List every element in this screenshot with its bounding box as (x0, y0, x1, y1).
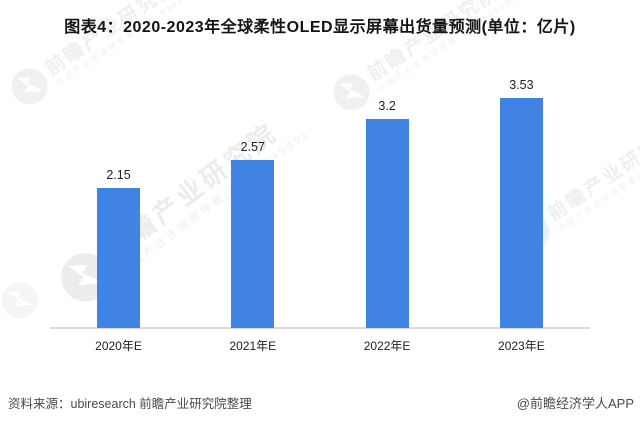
chart-title: 图表4：2020-2023年全球柔性OLED显示屏幕出货量预测(单位：亿片) (64, 19, 576, 36)
x-axis-label: 2021年E (229, 339, 277, 353)
x-axis-label: 2023年E (498, 339, 545, 353)
x-axis-line (50, 327, 590, 329)
bar-2021年E (231, 160, 275, 328)
bar-value-label: 3.53 (509, 78, 534, 92)
bar-2023年E (499, 98, 543, 328)
x-axis-label: 2020年E (95, 339, 142, 353)
bar-value-label: 3.2 (378, 99, 396, 113)
x-axis-label: 2022年E (363, 339, 411, 353)
bar-value-label: 2.57 (240, 140, 265, 154)
app-credit-note: @前瞻经济学人APP (516, 396, 634, 411)
bar-2022年E (365, 119, 409, 328)
bar-value-label: 2.15 (106, 168, 131, 182)
data-source-note: 资料来源：ubiresearch 前瞻产业研究院整理 (8, 397, 252, 411)
bar-2020年E (97, 188, 140, 328)
